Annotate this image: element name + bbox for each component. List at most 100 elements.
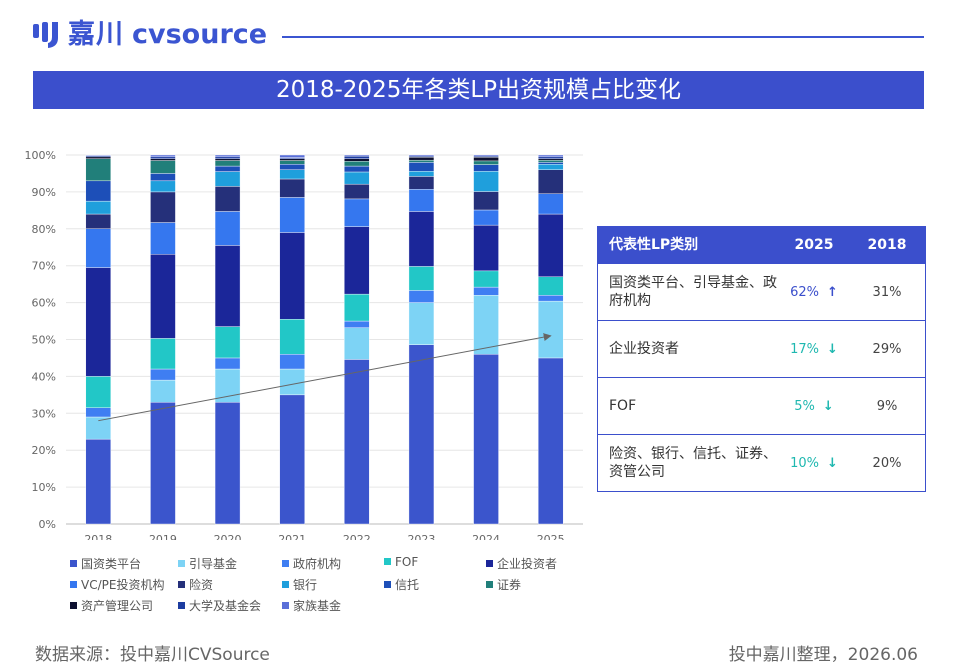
legend-item: VC/PE投资机构 [70, 576, 164, 593]
bar-segment [214, 158, 241, 161]
y-tick-label: 0% [39, 518, 56, 531]
x-tick-label: 2023 [407, 533, 435, 540]
table-cell-2018: 29% [872, 341, 902, 357]
legend-label: 信托 [395, 578, 420, 592]
legend-swatch [70, 602, 77, 609]
bar-segment [344, 320, 370, 328]
bar-segment [214, 402, 241, 525]
legend-label: 证券 [497, 578, 522, 592]
legend-item: 信托 [384, 576, 419, 593]
y-tick-label: 90% [32, 186, 56, 199]
x-tick-label: 2025 [537, 533, 565, 540]
bar-segment [537, 159, 564, 163]
bar-segment [344, 198, 370, 227]
bar-segment [344, 359, 370, 525]
legend-swatch [384, 581, 391, 588]
value-2025: 10% [790, 455, 819, 471]
bar-segment [150, 180, 176, 193]
bar-segment [537, 156, 564, 159]
bar-segment [537, 295, 564, 302]
table-header-2025: 2025 [794, 237, 834, 253]
bar-segment [150, 379, 176, 403]
bar-segment [214, 156, 241, 159]
legend-item: 银行 [282, 576, 317, 593]
table-row: FOF 5% ↓ 9% [598, 377, 925, 434]
bar-segment [344, 327, 370, 360]
bar-segment [537, 357, 564, 525]
legend-swatch [178, 581, 185, 588]
bar-segment [85, 376, 112, 408]
legend-label: 资产管理公司 [81, 599, 154, 613]
legend-label: FOF [395, 555, 419, 569]
bar-segment [537, 213, 564, 277]
stacked-bar-chart: 0% 10% 20% 30% 40% 50% 60% 70% 80% 90% 100% 2018 201… [25, 149, 583, 540]
table-cell-category: 企业投资者 [609, 341, 679, 357]
table-row: 险资、银行、信托、证券、资管公司 10% ↓ 20% [598, 434, 925, 491]
header: 嘉川 cvsource [32, 18, 924, 52]
bar-segment [85, 213, 112, 229]
table-cell-2025: 62% ↑ [779, 285, 849, 300]
table-cell-2018: 31% [872, 284, 902, 300]
trend-arrow [98, 333, 552, 422]
legend-item: 国资类平台 [70, 555, 141, 572]
table-cell-category: 国资类平台、引导基金、政府机构 [609, 275, 777, 309]
bar-segment [279, 160, 305, 165]
legend-swatch [70, 560, 77, 567]
y-tick-label: 10% [32, 481, 56, 494]
bar-segment [408, 162, 435, 172]
bar-segment [408, 189, 435, 212]
arrow-down-icon: ↓ [827, 341, 838, 357]
value-2025: 17% [790, 341, 819, 357]
table-cell-2025: 10% ↓ [779, 456, 849, 471]
bar-segment [473, 191, 499, 211]
y-tick-label: 20% [32, 444, 56, 457]
legend-swatch [178, 560, 185, 567]
x-tick-label: 2020 [214, 533, 242, 540]
bar-segment [279, 368, 305, 396]
y-tick-label: 50% [32, 334, 56, 347]
bar-segment [150, 222, 176, 255]
legend-swatch [384, 558, 391, 565]
header-divider [282, 36, 924, 38]
bar-segment [408, 211, 435, 267]
x-tick-label: 2021 [278, 533, 306, 540]
bar-segment [85, 200, 112, 215]
value-2025: 62% [790, 284, 819, 300]
bar-segment [537, 164, 564, 170]
legend-swatch [70, 581, 77, 588]
bar-segment [214, 171, 241, 187]
bar-segment [150, 338, 176, 370]
legend-swatch [486, 560, 493, 567]
bar-segment [279, 154, 305, 158]
bar-segment [279, 158, 305, 161]
x-tick-label: 2019 [149, 533, 177, 540]
bar-segment [537, 169, 564, 194]
bar-segment [537, 162, 564, 165]
legend-label: 国资类平台 [81, 557, 142, 571]
bar-segment [214, 186, 241, 212]
bar-segment [214, 357, 241, 370]
bar-segment [279, 169, 305, 180]
bar-segment [150, 154, 176, 158]
y-tick-label: 30% [32, 407, 56, 420]
bar-segment [150, 156, 176, 159]
arrow-down-icon: ↓ [827, 455, 838, 471]
arrow-up-icon: ↑ [827, 284, 838, 300]
legend-label: 大学及基金会 [189, 599, 262, 613]
bar-segment [344, 165, 370, 173]
bar-segment [279, 232, 305, 320]
bar-segment [344, 155, 370, 159]
legend-item: 大学及基金会 [178, 597, 261, 614]
bar-segment [537, 300, 564, 359]
bar-segment [408, 302, 435, 345]
bar-segment [473, 171, 499, 192]
bar-segment [85, 154, 112, 156]
bar-segment [150, 402, 176, 525]
bar-segment [408, 171, 435, 177]
bar-segment [473, 154, 499, 157]
table-row: 企业投资者 17% ↓ 29% [598, 320, 925, 377]
bar-segment [408, 154, 435, 157]
legend-label: 险资 [189, 578, 214, 592]
bar-segment [344, 226, 370, 295]
bar-segment [408, 159, 435, 163]
